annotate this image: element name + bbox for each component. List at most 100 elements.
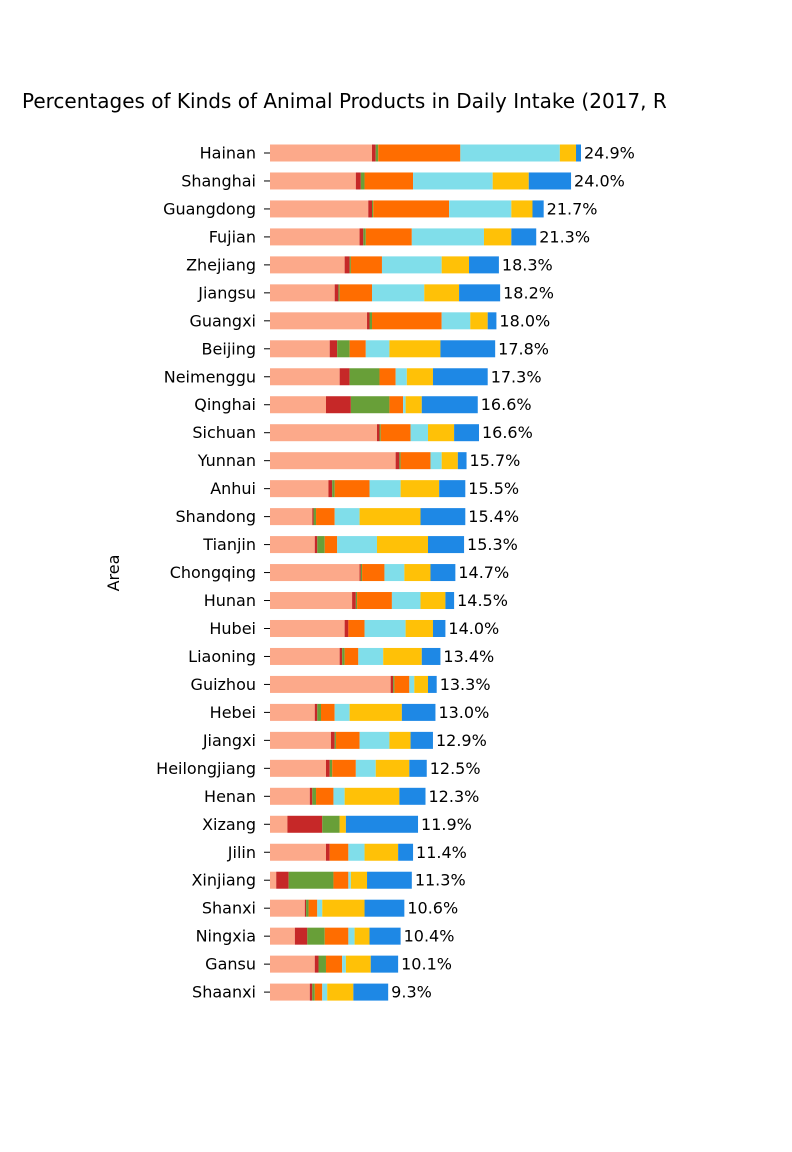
bar-segment-chongqing-1 <box>359 564 361 582</box>
bar-segment-tianjin-6 <box>427 536 465 554</box>
bar-segment-anhui-4 <box>369 480 401 498</box>
total-label-hainan: 24.9% <box>584 144 635 163</box>
bar-segment-shanxi-2 <box>306 899 309 917</box>
bar-segment-tianjin-5 <box>376 536 428 554</box>
bar-segment-hunan-2 <box>355 592 358 610</box>
total-label-qinghai: 16.6% <box>481 395 532 414</box>
bar-segment-heilongjiang-5 <box>375 759 410 777</box>
bar-segment-tianjin-4 <box>337 536 377 554</box>
bar-segment-anhui-3 <box>334 480 370 498</box>
bar-segment-xinjiang-3 <box>333 871 349 889</box>
bar-segment-yunnan-2 <box>399 452 401 470</box>
category-label-anhui: Anhui <box>210 479 256 498</box>
bar-segment-shaanxi-2 <box>312 983 315 1001</box>
bar-segment-gansu-5 <box>345 955 371 973</box>
bar-segment-hainan-0 <box>270 144 373 162</box>
category-label-hainan: Hainan <box>200 144 256 163</box>
bar-segment-guizhou-6 <box>427 675 437 693</box>
bar-segment-hebei-5 <box>349 703 402 721</box>
category-label-chongqing: Chongqing <box>170 563 256 582</box>
total-label-chongqing: 14.7% <box>458 563 509 582</box>
bar-segment-guizhou-0 <box>270 675 391 693</box>
bar-segment-yunnan-3 <box>400 452 431 470</box>
category-label-xizang: Xizang <box>202 815 256 834</box>
bar-segment-shanxi-1 <box>304 899 307 917</box>
bar-segment-neimenggu-5 <box>406 368 433 386</box>
bar-segment-tianjin-2 <box>317 536 325 554</box>
bar-segment-hubei-3 <box>348 619 365 637</box>
category-label-gansu: Gansu <box>205 955 256 974</box>
bar-segment-shanghai-3 <box>364 172 414 190</box>
bar-segment-anhui-1 <box>328 480 333 498</box>
bar-segment-shandong-0 <box>270 508 313 526</box>
bar-segment-zhejiang-2 <box>349 256 351 274</box>
bar-segment-jiangsu-5 <box>424 284 460 302</box>
bar-segment-guangdong-1 <box>368 200 373 218</box>
bar-segment-fujian-3 <box>365 228 412 246</box>
category-label-heilongjiang: Heilongjiang <box>156 759 256 778</box>
category-label-jiangsu: Jiangsu <box>197 283 256 302</box>
bar-segment-hubei-0 <box>270 619 345 637</box>
total-label-zhejiang: 18.3% <box>502 255 553 274</box>
bar-segment-shanghai-6 <box>528 172 572 190</box>
total-label-liaoning: 13.4% <box>443 647 494 666</box>
bar-segment-liaoning-6 <box>421 647 441 665</box>
bar-segment-shaanxi-4 <box>322 983 328 1001</box>
category-label-guangdong: Guangdong <box>163 199 256 218</box>
bar-segment-shanxi-3 <box>308 899 318 917</box>
bar-segment-fujian-6 <box>511 228 537 246</box>
category-label-jilin: Jilin <box>227 843 256 862</box>
bar-segment-guangxi-5 <box>470 312 488 330</box>
bar-segment-sichuan-0 <box>270 424 377 442</box>
bar-segment-heilongjiang-0 <box>270 759 326 777</box>
bar-segment-jiangsu-6 <box>459 284 501 302</box>
category-label-fujian: Fujian <box>209 227 256 246</box>
category-label-henan: Henan <box>204 787 256 806</box>
bar-segment-guangdong-2 <box>372 200 374 218</box>
bar-segment-xizang-6 <box>345 815 419 833</box>
bar-segment-guangxi-1 <box>367 312 370 330</box>
bar-segment-fujian-5 <box>483 228 512 246</box>
bar-segment-ningxia-4 <box>348 927 355 945</box>
bar-segment-heilongjiang-1 <box>325 759 330 777</box>
bar-segment-henan-3 <box>316 787 334 805</box>
bar-segment-guangxi-2 <box>369 312 373 330</box>
bar-segment-ningxia-1 <box>294 927 308 945</box>
bar-segment-jilin-0 <box>270 843 326 861</box>
bar-segment-guangxi-6 <box>487 312 497 330</box>
total-label-guizhou: 13.3% <box>440 675 491 694</box>
bar-segment-shanghai-5 <box>492 172 529 190</box>
category-label-qinghai: Qinghai <box>194 395 256 414</box>
total-label-hubei: 14.0% <box>448 619 499 638</box>
bar-segment-jiangxi-4 <box>359 731 390 749</box>
total-label-henan: 12.3% <box>429 787 480 806</box>
bar-segment-neimenggu-0 <box>270 368 340 386</box>
bar-segment-hebei-0 <box>270 703 315 721</box>
bar-segment-jiangxi-3 <box>335 731 360 749</box>
bar-segment-jiangsu-0 <box>270 284 335 302</box>
bar-segment-xinjiang-5 <box>350 871 368 889</box>
total-label-hunan: 14.5% <box>457 591 508 610</box>
bar-segment-liaoning-1 <box>339 647 343 665</box>
category-label-guizhou: Guizhou <box>191 675 256 694</box>
bar-segment-neimenggu-1 <box>339 368 350 386</box>
bar-segment-guizhou-3 <box>394 675 410 693</box>
bar-segment-xinjiang-2 <box>288 871 334 889</box>
bar-segment-shaanxi-0 <box>270 983 310 1001</box>
category-label-hunan: Hunan <box>204 591 256 610</box>
bar-segment-chongqing-0 <box>270 564 360 582</box>
bar-segment-xinjiang-6 <box>367 871 412 889</box>
bar-segment-ningxia-2 <box>307 927 325 945</box>
bar-segment-beijing-6 <box>440 340 496 358</box>
bar-segment-guizhou-2 <box>393 675 395 693</box>
chart-title: Percentages of Kinds of Animal Products … <box>22 89 667 113</box>
bar-segment-shandong-5 <box>359 508 421 526</box>
category-label-tianjin: Tianjin <box>202 535 256 554</box>
bar-segment-liaoning-5 <box>383 647 422 665</box>
bar-segment-heilongjiang-6 <box>409 759 427 777</box>
bar-segment-jilin-1 <box>325 843 330 861</box>
category-label-beijing: Beijing <box>202 339 256 358</box>
total-label-neimenggu: 17.3% <box>491 367 542 386</box>
bar-segment-beijing-3 <box>349 340 366 358</box>
bar-segment-ningxia-6 <box>369 927 401 945</box>
